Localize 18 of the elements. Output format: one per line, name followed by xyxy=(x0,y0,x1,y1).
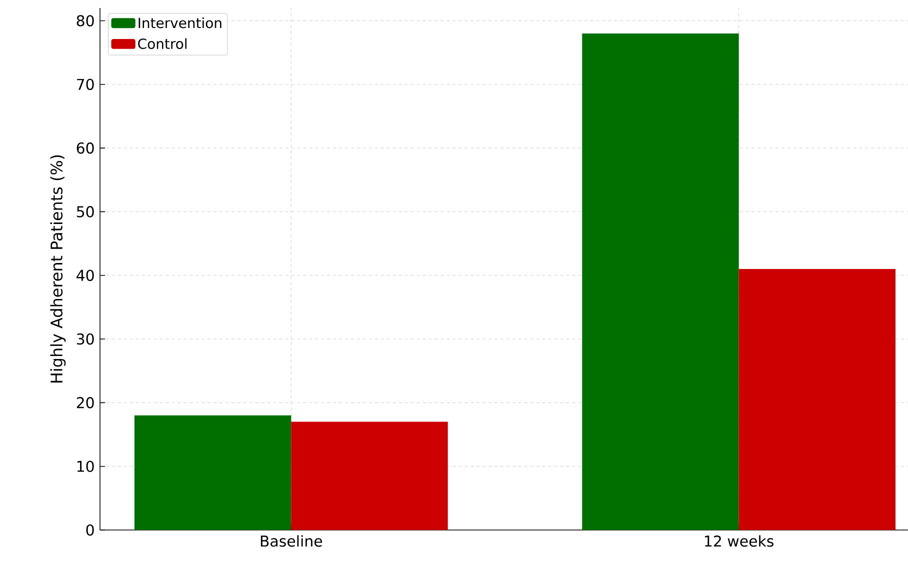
legend-label: Intervention xyxy=(138,17,222,28)
y-tick-label: 30 xyxy=(76,333,94,345)
y-tick-label: 0 xyxy=(86,524,94,536)
bar xyxy=(291,422,448,530)
y-tick-label: 10 xyxy=(77,460,94,472)
y-tick-label: 60 xyxy=(76,142,94,154)
y-tick-label: 40 xyxy=(76,270,94,282)
y-axis-title: Highly Adherent Patients (%) xyxy=(50,155,66,382)
bar xyxy=(134,415,292,530)
y-tick-label: 70 xyxy=(77,78,94,90)
bar xyxy=(582,33,739,530)
y-tick-label: 50 xyxy=(76,206,94,218)
x-tick-label: Baseline xyxy=(260,535,322,547)
y-tick-label: 20 xyxy=(76,397,94,408)
bar xyxy=(738,269,896,530)
legend-label: Control xyxy=(138,38,186,50)
x-tick-label: 12 weeks xyxy=(705,535,774,547)
y-tick-label: 80 xyxy=(76,15,94,26)
